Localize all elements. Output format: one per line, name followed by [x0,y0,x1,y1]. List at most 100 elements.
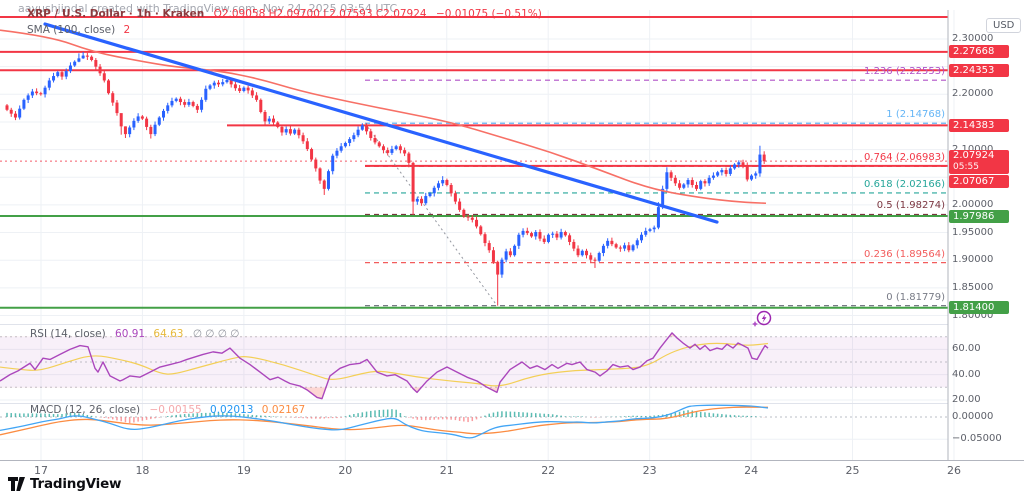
candle-body [610,240,614,245]
rsi-hidden-values: ∅ ∅ ∅ ∅ [192,328,240,340]
candle-body [174,98,178,101]
tradingview-logo-icon [8,476,25,491]
macd-signal-line[interactable] [0,406,769,436]
candle-body [572,241,576,249]
candle-body [635,240,639,246]
candle-body [386,150,390,153]
candle-body [656,207,660,228]
watermark: aayushjindal created with TradingView.co… [18,2,398,15]
candle-body [546,234,550,242]
sma-100-line[interactable] [0,29,767,205]
candle-body [707,177,711,184]
tradingview-logo[interactable]: TradingView [8,476,122,492]
candle-body [648,229,652,231]
candle-body [504,251,508,260]
candle-body [166,105,170,111]
candle-body [64,71,68,77]
candle-body [81,55,85,59]
candle-body [483,234,487,244]
candle-body [500,259,504,275]
candle-body [453,193,457,202]
candle-body [585,250,589,256]
candle-body [22,99,26,109]
candle-body [204,88,208,100]
candle-body [576,248,580,256]
candle-body [741,162,745,166]
candle-body [491,250,495,262]
candle-body [614,244,618,248]
candle-body [293,129,297,134]
currency-usd-button[interactable]: USD [986,18,1022,33]
candle-body [225,79,229,83]
candle-body [259,99,263,112]
candle-body [90,56,94,61]
rsi-line[interactable] [0,332,769,400]
sma-legend-label[interactable]: SMA (100, close) [27,24,116,36]
candle-body [157,117,161,125]
ohlc-values: O2.09058 H2.09700 L2.07593 C2.07924 [213,8,427,20]
candle-body [365,125,369,132]
candle-body [339,146,343,151]
descending-trendline[interactable] [43,22,719,224]
candle-body [563,231,567,236]
candle-body [513,245,517,256]
candle-body [661,188,665,208]
candle-body [35,91,39,94]
candle-body [580,250,584,256]
candle-body [517,234,521,246]
symbol-title[interactable]: XRP / U.S. Dollar · 1h · Kraken [27,8,205,20]
candle-body [310,149,314,160]
candle-body [145,118,149,127]
candle-body [267,118,271,122]
candle-body [538,231,542,239]
candle-body [724,170,728,174]
rsi-band [0,336,948,388]
candle-body [716,172,720,176]
candle-body [233,84,237,89]
candle-body [699,181,703,189]
candle-body [314,159,318,169]
candle-body [521,230,525,235]
candle-body [559,231,563,238]
candle-body [13,113,17,118]
candle-body [403,150,407,154]
macd-line[interactable] [0,404,769,439]
rsi-legend-label[interactable]: RSI (14, close) [30,328,106,340]
candle-body [348,139,352,143]
candle-body [123,126,127,135]
flash-event-icon[interactable] [749,307,775,331]
candle-body [5,105,9,110]
candle-body [525,230,529,234]
candle-body [132,120,136,128]
candle-body [508,251,512,256]
candle-body [331,155,335,172]
candle-body [322,180,326,189]
candle-body [487,243,491,251]
candle-body [711,175,715,178]
candle-body [627,245,631,251]
candle-body [369,131,373,138]
candle-body [221,82,225,85]
candle-body [360,125,364,130]
candle-body [686,180,690,185]
candle-body [153,124,157,135]
candle-body [136,116,140,121]
candle-body [73,61,77,66]
candle-body [703,181,707,184]
candle-body [56,72,60,77]
macd-hist-value: −0.00155 [149,404,202,416]
candle-body [107,80,111,94]
candle-body [373,137,377,143]
candle-body [754,173,758,176]
candle-body [420,198,424,204]
rsi-ma-line [0,342,769,387]
macd-legend-label[interactable]: MACD (12, 26, close) [30,404,141,416]
candle-body [280,126,284,133]
candle-body [217,82,220,85]
candle-body [170,100,174,106]
candle-body [694,184,698,189]
candle-body [436,183,440,188]
rsi-legend: RSI (14, close) 60.91 64.63 ∅ ∅ ∅ ∅ [30,328,239,340]
